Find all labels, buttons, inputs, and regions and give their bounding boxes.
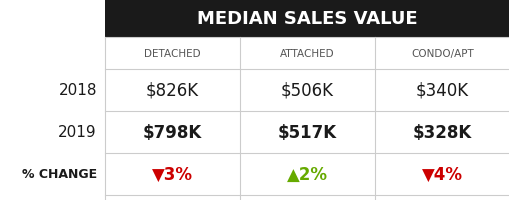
Text: $506K: $506K: [280, 82, 333, 100]
Text: MEDIAN SALES VALUE: MEDIAN SALES VALUE: [197, 10, 417, 28]
Text: $826K: $826K: [146, 82, 199, 100]
Text: $340K: $340K: [415, 82, 468, 100]
Text: ▼3%: ▼3%: [152, 165, 192, 183]
Text: $328K: $328K: [412, 123, 471, 141]
Bar: [105, 38, 509, 70]
Text: ▲2%: ▲2%: [287, 165, 327, 183]
Text: 2019: 2019: [58, 125, 97, 140]
Text: % CHANGE: % CHANGE: [22, 168, 97, 181]
Text: ATTACHED: ATTACHED: [279, 49, 334, 59]
Text: $517K: $517K: [277, 123, 336, 141]
Text: DETACHED: DETACHED: [144, 49, 201, 59]
Text: 2018: 2018: [59, 83, 97, 98]
Text: $798K: $798K: [143, 123, 202, 141]
Text: ▼4%: ▼4%: [421, 165, 462, 183]
Text: CONDO/APT: CONDO/APT: [410, 49, 473, 59]
Bar: [105, 0, 509, 38]
